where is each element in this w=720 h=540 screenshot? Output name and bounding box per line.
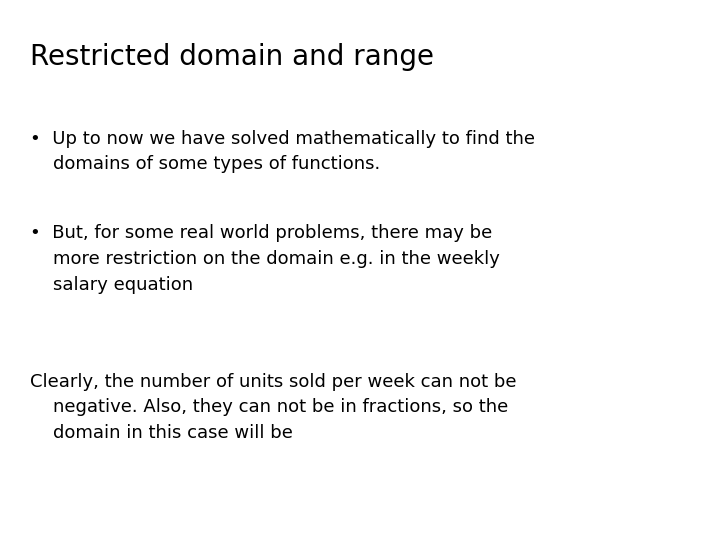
Text: Restricted domain and range: Restricted domain and range — [30, 43, 434, 71]
Text: Clearly, the number of units sold per week can not be
    negative. Also, they c: Clearly, the number of units sold per we… — [30, 373, 517, 442]
Text: •  But, for some real world problems, there may be
    more restriction on the d: • But, for some real world problems, the… — [30, 224, 500, 294]
Text: •  Up to now we have solved mathematically to find the
    domains of some types: • Up to now we have solved mathematicall… — [30, 130, 535, 173]
